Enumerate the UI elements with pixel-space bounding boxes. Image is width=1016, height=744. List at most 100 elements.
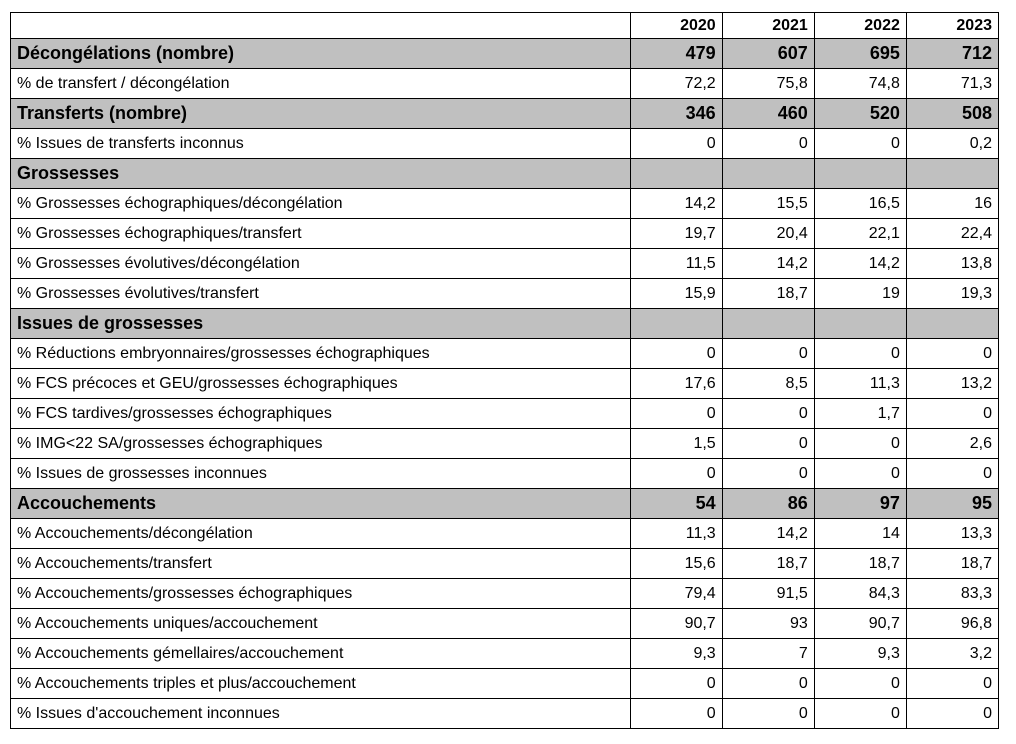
cell-value: 18,7 — [721, 548, 815, 579]
data-row: % Grossesses échographiques/transfert 19,… — [10, 218, 1000, 249]
cell-value: 0 — [629, 128, 723, 159]
empty-cell — [813, 158, 907, 189]
cell-value: 95 — [905, 488, 1000, 519]
row-label: % Issues de transferts inconnus — [10, 128, 631, 159]
cell-value: 0 — [721, 128, 815, 159]
empty-cell — [813, 308, 907, 339]
data-row: % Grossesses échographiques/décongélatio… — [10, 188, 1000, 219]
cell-value: 0 — [905, 398, 1000, 429]
row-label: Accouchements — [10, 488, 631, 519]
cell-value: 2,6 — [905, 428, 1000, 459]
cell-value: 607 — [721, 38, 815, 69]
row-label: % de transfert / décongélation — [10, 68, 631, 99]
cell-value: 0 — [721, 428, 815, 459]
cell-value: 0 — [721, 458, 815, 489]
row-label: Décongélations (nombre) — [10, 38, 631, 69]
data-row: % FCS précoces et GEU/grossesses échogra… — [10, 368, 1000, 399]
empty-cell — [629, 158, 723, 189]
cell-value: 19,3 — [905, 278, 1000, 309]
cell-value: 71,3 — [905, 68, 1000, 99]
cell-value: 13,2 — [905, 368, 1000, 399]
data-row: % Issues de transferts inconnus 0 0 0 0,2 — [10, 128, 1000, 159]
cell-value: 0 — [905, 668, 1000, 699]
column-header: 2023 — [905, 12, 1000, 39]
cell-value: 346 — [629, 98, 723, 129]
cell-value: 8,5 — [721, 368, 815, 399]
cell-value: 0 — [813, 668, 907, 699]
cell-value: 508 — [905, 98, 1000, 129]
cell-value: 11,3 — [629, 518, 723, 549]
header-row: 2020 2021 2022 2023 — [10, 12, 1000, 39]
data-row: % Accouchements triples et plus/accouche… — [10, 668, 1000, 699]
cell-value: 0 — [629, 398, 723, 429]
cell-value: 0 — [905, 338, 1000, 369]
row-label: % IMG<22 SA/grossesses échographiques — [10, 428, 631, 459]
empty-cell — [629, 308, 723, 339]
cell-value: 22,1 — [813, 218, 907, 249]
data-row: % IMG<22 SA/grossesses échographiques 1,5… — [10, 428, 1000, 459]
column-header: 2021 — [721, 12, 815, 39]
cell-value: 86 — [721, 488, 815, 519]
cell-value: 9,3 — [813, 638, 907, 669]
row-label: % Grossesses évolutives/transfert — [10, 278, 631, 309]
cell-value: 11,5 — [629, 248, 723, 279]
cell-value: 91,5 — [721, 578, 815, 609]
header-corner — [10, 12, 631, 39]
cell-value: 15,6 — [629, 548, 723, 579]
cell-value: 0 — [905, 458, 1000, 489]
cell-value: 84,3 — [813, 578, 907, 609]
row-label: % Accouchements/décongélation — [10, 518, 631, 549]
section-row: Accouchements 54 86 97 95 — [10, 488, 1000, 519]
cell-value: 18,7 — [721, 278, 815, 309]
row-label: Transferts (nombre) — [10, 98, 631, 129]
cell-value: 14,2 — [721, 518, 815, 549]
cell-value: 7 — [721, 638, 815, 669]
data-row: % Accouchements gémellaires/accouchement… — [10, 638, 1000, 669]
cell-value: 13,3 — [905, 518, 1000, 549]
cell-value: 0 — [629, 338, 723, 369]
cell-value: 0 — [813, 428, 907, 459]
empty-cell — [905, 308, 1000, 339]
row-label: % Issues de grossesses inconnues — [10, 458, 631, 489]
data-row: % de transfert / décongélation 72,2 75,8 74… — [10, 68, 1000, 99]
cell-value: 0 — [629, 668, 723, 699]
data-row: % Accouchements/décongélation 11,3 14,2 14 1… — [10, 518, 1000, 549]
cell-value: 695 — [813, 38, 907, 69]
section-row: Issues de grossesses — [10, 308, 1000, 339]
row-label: % Grossesses échographiques/décongélatio… — [10, 188, 631, 219]
row-label: % Grossesses échographiques/transfert — [10, 218, 631, 249]
cell-value: 96,8 — [905, 608, 1000, 639]
cell-value: 11,3 — [813, 368, 907, 399]
cell-value: 22,4 — [905, 218, 1000, 249]
empty-cell — [905, 158, 1000, 189]
row-label: Issues de grossesses — [10, 308, 631, 339]
data-table: 2020 2021 2022 2023 Décongélations (nombre)… — [10, 12, 1000, 729]
cell-value: 0 — [905, 698, 1000, 729]
data-row: % Accouchements/grossesses échographique… — [10, 578, 1000, 609]
cell-value: 18,7 — [813, 548, 907, 579]
cell-value: 520 — [813, 98, 907, 129]
section-row: Transferts (nombre) 346 460 520 508 — [10, 98, 1000, 129]
row-label: % Réductions embryonnaires/grossesses éc… — [10, 338, 631, 369]
row-label: % Grossesses évolutives/décongélation — [10, 248, 631, 279]
cell-value: 90,7 — [813, 608, 907, 639]
cell-value: 0 — [813, 458, 907, 489]
cell-value: 0 — [721, 698, 815, 729]
cell-value: 3,2 — [905, 638, 1000, 669]
data-row: % Réductions embryonnaires/grossesses éc… — [10, 338, 1000, 369]
section-row: Grossesses — [10, 158, 1000, 189]
cell-value: 19 — [813, 278, 907, 309]
cell-value: 0 — [813, 128, 907, 159]
cell-value: 0 — [721, 668, 815, 699]
row-label: % FCS précoces et GEU/grossesses échogra… — [10, 368, 631, 399]
cell-value: 0 — [721, 398, 815, 429]
row-label: % Accouchements/transfert — [10, 548, 631, 579]
cell-value: 83,3 — [905, 578, 1000, 609]
cell-value: 54 — [629, 488, 723, 519]
cell-value: 14,2 — [813, 248, 907, 279]
row-label: % Accouchements triples et plus/accouche… — [10, 668, 631, 699]
cell-value: 479 — [629, 38, 723, 69]
cell-value: 0 — [629, 458, 723, 489]
cell-value: 0 — [629, 698, 723, 729]
data-row: % Accouchements uniques/accouchement 90,7… — [10, 608, 1000, 639]
